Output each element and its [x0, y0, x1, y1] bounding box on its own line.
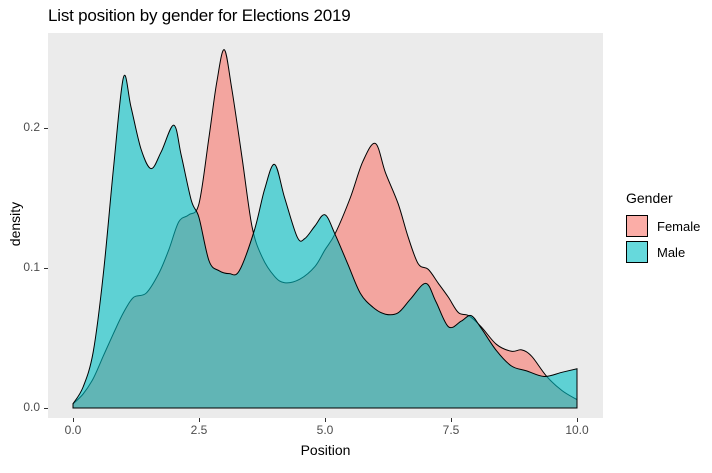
legend-label: Male	[657, 244, 686, 260]
x-tickmark	[325, 418, 326, 422]
legend-entry-female: Female	[626, 215, 712, 237]
x-tick-label: 7.5	[442, 423, 460, 437]
plot-title: List position by gender for Elections 20…	[48, 6, 351, 25]
legend-label: Female	[657, 218, 701, 234]
x-tick-label: 2.5	[190, 423, 208, 437]
y-tick-label: 0.1	[23, 260, 40, 274]
x-tick-label: 10.0	[565, 423, 589, 437]
x-axis-title: Position	[300, 442, 351, 458]
x-tick-label: 0.0	[64, 423, 82, 437]
x-tickmark	[577, 418, 578, 422]
x-tick-label: 5.0	[316, 423, 334, 437]
legend-entry-male: Male	[626, 241, 712, 263]
y-tickmark	[44, 408, 48, 409]
y-tickmark	[44, 128, 48, 129]
male-color-swatch	[626, 241, 648, 263]
x-tickmark	[199, 418, 200, 422]
y-tick-label: 0.2	[23, 120, 40, 134]
female-color-swatch	[626, 215, 648, 237]
y-axis-title: density	[7, 201, 23, 247]
plot-panel	[48, 33, 603, 418]
x-tickmark	[73, 418, 74, 422]
legend: Gender Female Male	[626, 190, 712, 267]
male-density-area	[72, 74, 578, 409]
y-tick-label: 0.0	[23, 400, 40, 414]
legend-title: Gender	[626, 190, 673, 206]
density-curves-canvas	[72, 49, 578, 409]
x-tickmark	[451, 418, 452, 422]
y-tickmark	[44, 268, 48, 269]
